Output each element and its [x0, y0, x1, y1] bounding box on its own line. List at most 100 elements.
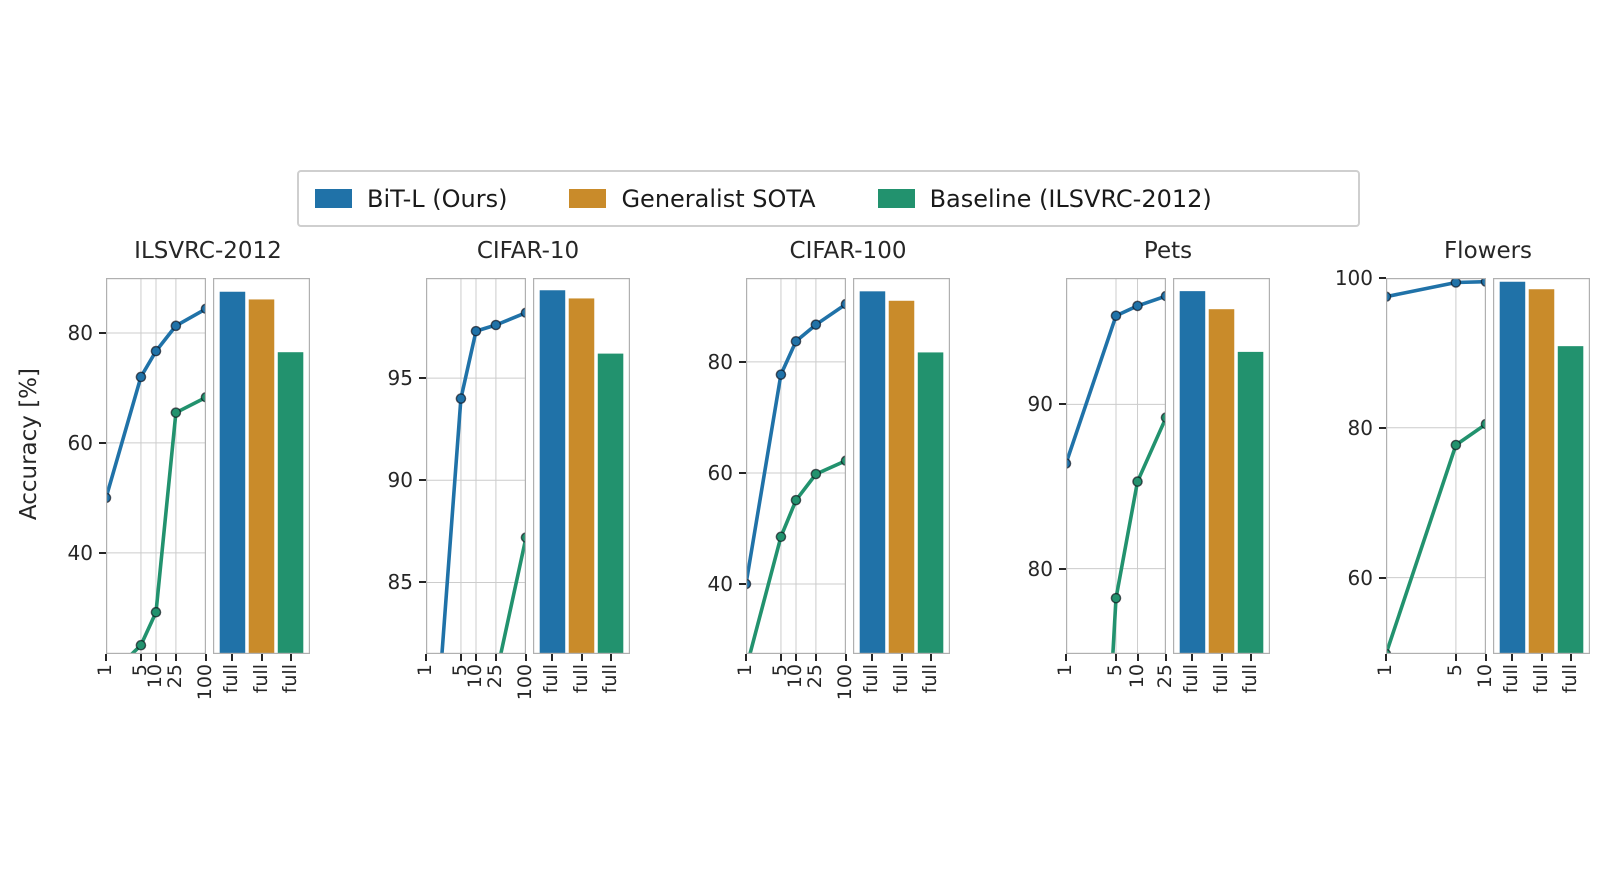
panel-title: CIFAR-100 [789, 238, 907, 264]
tick-mark [425, 654, 427, 661]
y-tick-label: 90 [387, 468, 413, 493]
tick-mark [289, 654, 292, 661]
tick-mark [174, 654, 177, 661]
legend-swatch-baseline [877, 189, 915, 208]
tick-mark [739, 360, 746, 363]
tick-mark [99, 551, 106, 554]
y-tick-label: 60 [707, 460, 733, 485]
data-line [1386, 279, 1486, 299]
plot-border [106, 278, 206, 654]
x-tick-label: full [220, 664, 243, 694]
tick-mark [1385, 654, 1387, 661]
x-tick-label: full [598, 664, 621, 694]
tick-mark [1065, 654, 1067, 661]
plot-border [1493, 278, 1590, 654]
bar [1179, 291, 1206, 654]
tick-mark [845, 654, 847, 661]
data-point [470, 325, 482, 337]
bar [1237, 351, 1264, 654]
data-point [135, 639, 147, 651]
plot-border [1386, 278, 1486, 654]
tick-mark [1249, 654, 1252, 661]
tick-mark [739, 583, 746, 586]
y-tick-label: 60 [67, 430, 93, 455]
tick-mark [1136, 654, 1139, 661]
tick-mark [99, 331, 106, 334]
plot-border [426, 278, 526, 654]
line-plot-svg [426, 278, 526, 654]
data-line [1066, 294, 1166, 465]
tick-mark [1569, 654, 1572, 661]
tick-mark [459, 654, 462, 661]
bar [888, 300, 915, 654]
data-line [1386, 422, 1486, 654]
data-line [498, 537, 526, 654]
legend-item: BiT-L (Ours) [315, 185, 507, 213]
tick-mark [551, 654, 554, 661]
bar [539, 290, 566, 654]
tick-mark [205, 654, 207, 661]
tick-mark [745, 654, 747, 661]
tick-mark [1454, 654, 1457, 661]
x-tick-label: 1 [1374, 664, 1396, 677]
line-plot-svg [1386, 278, 1486, 654]
bar [917, 352, 944, 654]
y-tick-label: 95 [387, 366, 413, 391]
y-tick-label: 100 [1334, 266, 1373, 290]
panel-title: Pets [1143, 238, 1193, 264]
tick-mark [99, 441, 106, 444]
x-tick-label: 5 [1443, 664, 1466, 677]
data-point [790, 494, 802, 506]
x-tick-label: 25 [803, 664, 826, 689]
tick-mark [1059, 403, 1066, 406]
data-point [810, 319, 822, 330]
data-point [170, 320, 182, 332]
x-tick-label: full [569, 664, 592, 694]
bar [219, 291, 246, 654]
x-tick-label: full [1500, 664, 1523, 694]
panel-title: CIFAR-10 [476, 238, 580, 264]
x-tick-label: 100 [194, 664, 216, 701]
tick-mark [475, 654, 477, 661]
tick-mark [1379, 277, 1386, 279]
data-point [135, 371, 147, 383]
y-tick-label: 85 [387, 570, 413, 595]
data-point [170, 407, 182, 418]
plot-border [1066, 278, 1166, 654]
x-tick-label: 25 [163, 664, 186, 689]
tick-mark [1540, 654, 1543, 661]
x-tick-label: 100 [834, 664, 856, 701]
bar [1208, 309, 1235, 654]
x-tick-label: 25 [1154, 664, 1176, 689]
tick-mark [260, 654, 263, 661]
tick-mark [525, 654, 527, 661]
data-point [790, 336, 802, 347]
data-point [1450, 439, 1462, 451]
x-tick-label: full [540, 664, 563, 694]
x-tick-label: full [1209, 664, 1232, 694]
tick-mark [871, 654, 874, 661]
data-point [1110, 592, 1122, 604]
x-tick-label: full [1558, 664, 1581, 694]
x-tick-label: full [918, 664, 941, 694]
panel-title: ILSVRC-2012 [134, 238, 282, 264]
bar-plot-svg [533, 278, 630, 654]
tick-mark [1511, 654, 1514, 661]
tick-mark [739, 471, 746, 474]
tick-mark [1191, 654, 1194, 661]
tick-mark [814, 654, 817, 661]
legend-label: BiT-L (Ours) [367, 184, 508, 213]
data-point [810, 468, 822, 480]
x-tick-label: 1 [734, 664, 756, 677]
tick-mark [419, 377, 426, 380]
y-tick-label: 60 [1347, 565, 1373, 590]
x-tick-label: 25 [483, 664, 506, 689]
plot-border [746, 278, 846, 654]
tick-mark [105, 654, 107, 661]
x-tick-label: full [249, 664, 272, 694]
tick-mark [900, 654, 903, 661]
y-tick-label: 80 [1027, 556, 1053, 581]
bar [1528, 289, 1555, 654]
legend-item: Generalist SOTA [569, 185, 816, 213]
data-point [1132, 476, 1143, 487]
